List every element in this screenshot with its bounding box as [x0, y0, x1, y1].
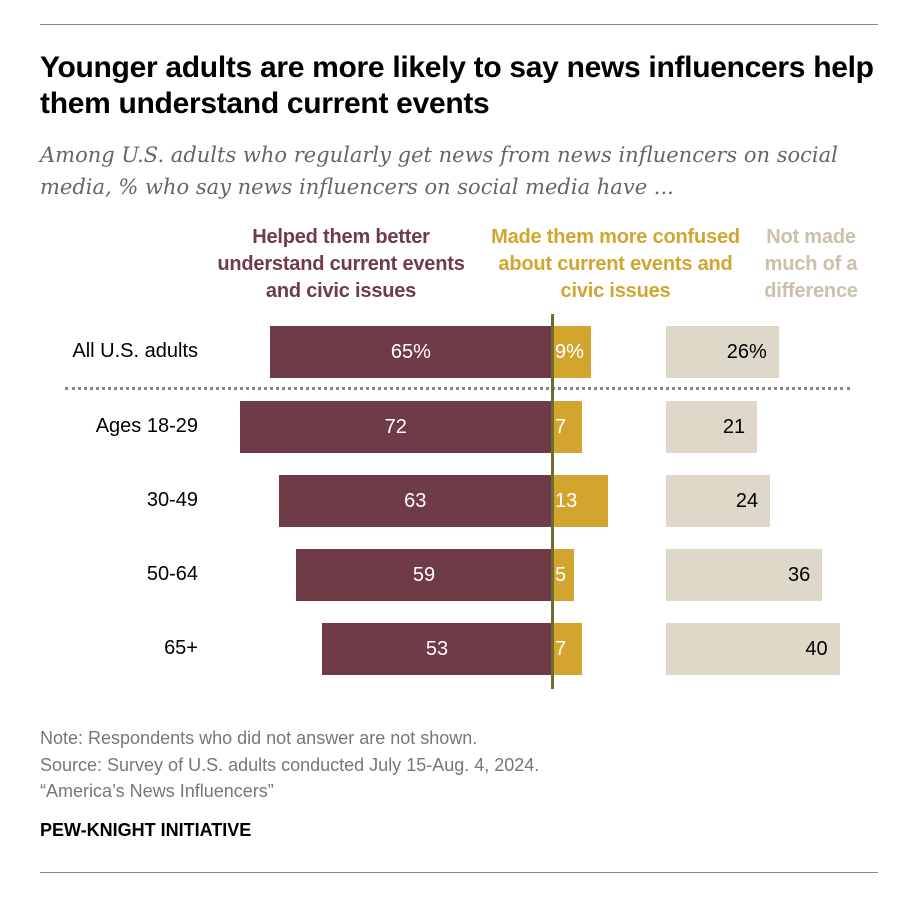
chart-title: Younger adults are more likely to say ne…: [40, 51, 874, 120]
row-label: 30-49: [146, 489, 198, 511]
top-rule: [40, 24, 878, 25]
dotted-divider: [65, 387, 850, 390]
bar-no-difference: 36: [666, 549, 823, 601]
note-text: Note: Respondents who did not answer are…: [40, 728, 478, 748]
bar-helped: 65%: [269, 326, 552, 378]
bar-helped: 63: [278, 475, 552, 527]
bar-confused: 5: [552, 549, 574, 601]
data-label: 72: [384, 415, 407, 438]
bar-no-difference: 26%: [666, 326, 779, 378]
data-label: 5: [555, 563, 567, 586]
data-label: 26%: [726, 340, 767, 363]
data-label: 7: [555, 637, 567, 660]
report-text: “America’s News Influencers”: [40, 781, 274, 801]
data-label: 7: [555, 415, 567, 438]
data-label: 40: [805, 637, 828, 660]
bar-helped: 59: [295, 549, 552, 601]
bottom-rule: [40, 872, 878, 873]
data-label: 13: [555, 489, 578, 512]
bar-no-difference: 21: [666, 401, 758, 453]
chart-subtitle: Among U.S. adults who regularly get news…: [40, 143, 838, 199]
data-label: 36: [787, 563, 811, 586]
legend-helped: Helped them better understand current ev…: [217, 226, 465, 302]
bar-confused: 13: [552, 475, 609, 527]
data-label: 24: [735, 489, 759, 512]
data-label: 9%: [555, 340, 584, 363]
legend-no-difference: Not made much of a difference: [764, 226, 858, 302]
bar-helped: 53: [321, 623, 552, 675]
data-label: 59: [412, 563, 436, 586]
row-label: All U.S. adults: [72, 340, 198, 362]
data-label: 21: [722, 415, 746, 438]
data-label: 63: [404, 489, 427, 512]
bar-helped: 72: [239, 401, 552, 453]
bar-confused: 7: [552, 623, 583, 675]
brand-label: PEW-KNIGHT INITIATIVE: [40, 820, 252, 840]
bar-no-difference: 24: [666, 475, 771, 527]
data-label: 65%: [390, 340, 431, 363]
center-axis-line: [551, 314, 554, 689]
bar-confused: 7: [552, 401, 583, 453]
bar-no-difference: 40: [666, 623, 840, 675]
row-label: 65+: [164, 637, 198, 659]
data-label: 53: [425, 637, 449, 660]
row-label: 50-64: [146, 563, 198, 585]
source-text: Source: Survey of U.S. adults conducted …: [40, 755, 540, 775]
bar-confused: 9%: [552, 326, 592, 378]
legend-confused: Made them more confused about current ev…: [491, 226, 740, 302]
row-label: Ages 18-29: [95, 415, 198, 437]
